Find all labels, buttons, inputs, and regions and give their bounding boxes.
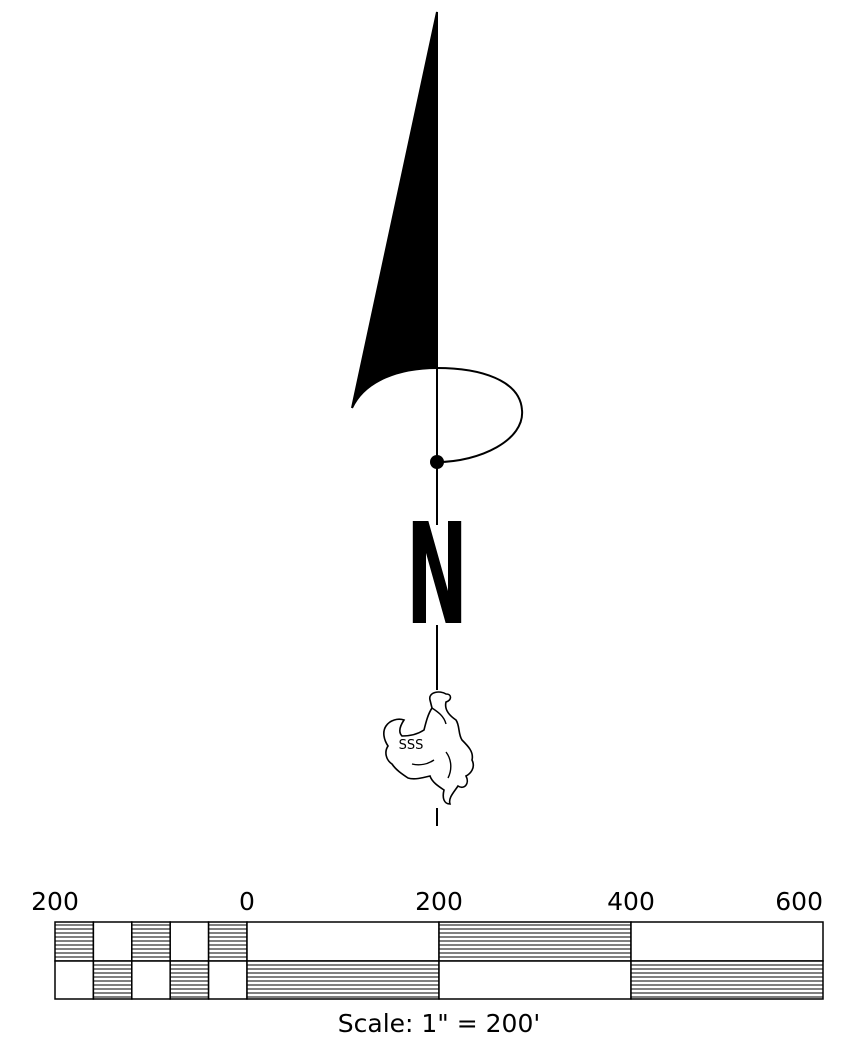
scale-tick-label: 400 xyxy=(607,887,655,916)
scale-caption: Scale: 1" = 200' xyxy=(338,1009,540,1038)
scale-segment-hatched xyxy=(630,960,824,1000)
scale-segment-blank xyxy=(54,960,95,1000)
scale-segment-hatched xyxy=(207,921,248,962)
scale-tick-label: 0 xyxy=(239,887,255,916)
logo-lettering: SSS xyxy=(399,738,424,753)
north-arrow-loop xyxy=(436,367,524,463)
scale-segment-hatched xyxy=(131,921,171,962)
scale-tick-label: 600 xyxy=(775,887,823,916)
scale-segment-hatched xyxy=(246,960,440,1000)
scale-segment-blank xyxy=(169,921,210,962)
north-arrow-pivot-dot xyxy=(430,455,444,469)
bucking-horse-logo: SSS xyxy=(382,690,482,808)
scale-tick-label: 200 xyxy=(415,887,463,916)
scale-segment-blank xyxy=(207,960,248,1000)
scale-segment-blank xyxy=(630,921,824,962)
scale-segment-blank xyxy=(92,921,133,962)
north-letter-backing xyxy=(403,525,471,625)
scale-segment-hatched xyxy=(92,960,133,1000)
scale-segment-blank xyxy=(246,921,440,962)
scale-segment-hatched xyxy=(438,921,632,962)
scale-segment-hatched xyxy=(169,960,210,1000)
north-arrow-blade xyxy=(351,11,438,409)
north-letter: N xyxy=(406,494,468,657)
scale-bar: 200 0 200 400 600 Scale: 1" = 200' xyxy=(31,887,824,1038)
scale-bar-segments xyxy=(54,921,824,1000)
scale-segment-blank xyxy=(438,960,632,1000)
scale-segment-hatched xyxy=(54,921,95,962)
scale-bar-tick-labels: 200 0 200 400 600 xyxy=(31,887,823,916)
scale-tick-label: 200 xyxy=(31,887,79,916)
scale-segment-blank xyxy=(131,960,171,1000)
